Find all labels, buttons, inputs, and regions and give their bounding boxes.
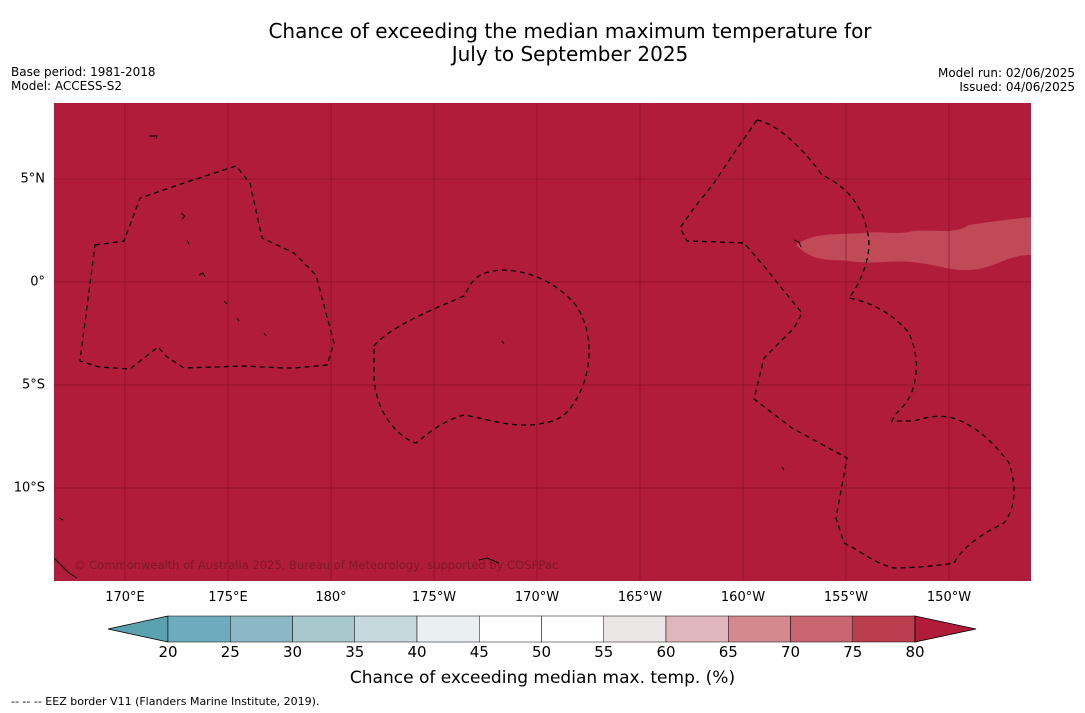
gridlines	[54, 103, 1031, 581]
colorbar-tick-label: 45	[469, 643, 489, 661]
colorbar-tick-label: 80	[905, 643, 925, 661]
colorbar-extend-high	[914, 615, 977, 643]
lat-label: 5°S	[21, 377, 45, 393]
colorbar-swatch	[541, 615, 604, 643]
colorbar-tick-label: 75	[843, 643, 863, 661]
colorbar-swatch	[230, 615, 293, 643]
title-line-1: Chance of exceeding the median maximum t…	[268, 19, 872, 43]
colorbar-swatch	[354, 615, 418, 643]
colorbar-swatch	[665, 615, 729, 643]
base-period: Base period: 1981-2018	[11, 65, 156, 79]
colorbar-tick-label: 25	[220, 643, 240, 661]
colorbar-swatches	[108, 615, 977, 643]
colorbar-swatch	[479, 615, 542, 643]
lon-label: 150°W	[926, 590, 972, 605]
eez-borders	[79, 119, 1015, 569]
colorbar-tick-label: 50	[531, 643, 552, 661]
colorbar-extend-low	[108, 615, 169, 643]
colorbar-tick-label: 35	[345, 643, 365, 661]
colorbar-swatch	[416, 615, 480, 643]
colorbar-tick-label: 60	[656, 643, 676, 661]
colorbar-swatch	[603, 615, 667, 643]
lon-label: 170°W	[514, 590, 560, 605]
lon-label: 165°W	[617, 590, 663, 605]
colorbar-tick-label: 40	[407, 643, 427, 661]
map: © Commonwealth of Australia 2025, Bureau…	[54, 103, 1031, 581]
colorbar-tick-label: 65	[718, 643, 738, 661]
lon-label: 180°	[315, 590, 347, 605]
issued-date: Issued: 04/06/2025	[959, 80, 1075, 94]
lon-label: 155°W	[823, 590, 869, 605]
chart-title: Chance of exceeding the median maximum t…	[170, 20, 970, 66]
meta-right: Model run: 02/06/2025 Issued: 04/06/2025	[938, 66, 1075, 94]
map-copyright: © Commonwealth of Australia 2025, Bureau…	[74, 558, 558, 572]
lon-label: 160°W	[720, 590, 766, 605]
lon-label: 170°E	[105, 590, 145, 605]
model-name: Model: ACCESS-S2	[11, 79, 123, 93]
colorbar-tick-label: 55	[594, 643, 614, 661]
colorbar-tick-label: 70	[780, 643, 801, 661]
colorbar-tick-label: 20	[158, 643, 178, 661]
lon-label: 175°W	[411, 590, 457, 605]
meta-left: Base period: 1981-2018 Model: ACCESS-S2	[11, 65, 156, 93]
colorbar-swatch	[852, 615, 916, 643]
title-line-2: July to September 2025	[451, 42, 689, 66]
lat-label: 10°S	[13, 480, 45, 496]
eez-footnote: -- -- -- EEZ border V11 (Flanders Marine…	[11, 695, 320, 708]
eez-border-kiribati-gilbert	[79, 165, 335, 370]
lat-label: 5°N	[20, 171, 46, 187]
colorbar-tick-label: 30	[282, 643, 303, 661]
colorbar-swatch	[728, 615, 791, 643]
islands	[54, 135, 802, 579]
colorbar-swatch	[790, 615, 853, 643]
colorbar-swatch	[167, 615, 231, 643]
lon-label: 175°E	[208, 590, 248, 605]
lat-label: 0°	[30, 274, 45, 290]
eez-border-kiribati-line	[679, 119, 1015, 569]
eez-border-kiribati-phoenix	[373, 269, 590, 444]
model-run: Model run: 02/06/2025	[937, 66, 1075, 80]
map-background	[54, 103, 1031, 581]
colorbar-swatch	[292, 615, 355, 643]
colorbar-label: Chance of exceeding median max. temp. (%…	[349, 668, 736, 688]
probability-patch	[796, 217, 1031, 271]
colorbar	[108, 615, 977, 643]
